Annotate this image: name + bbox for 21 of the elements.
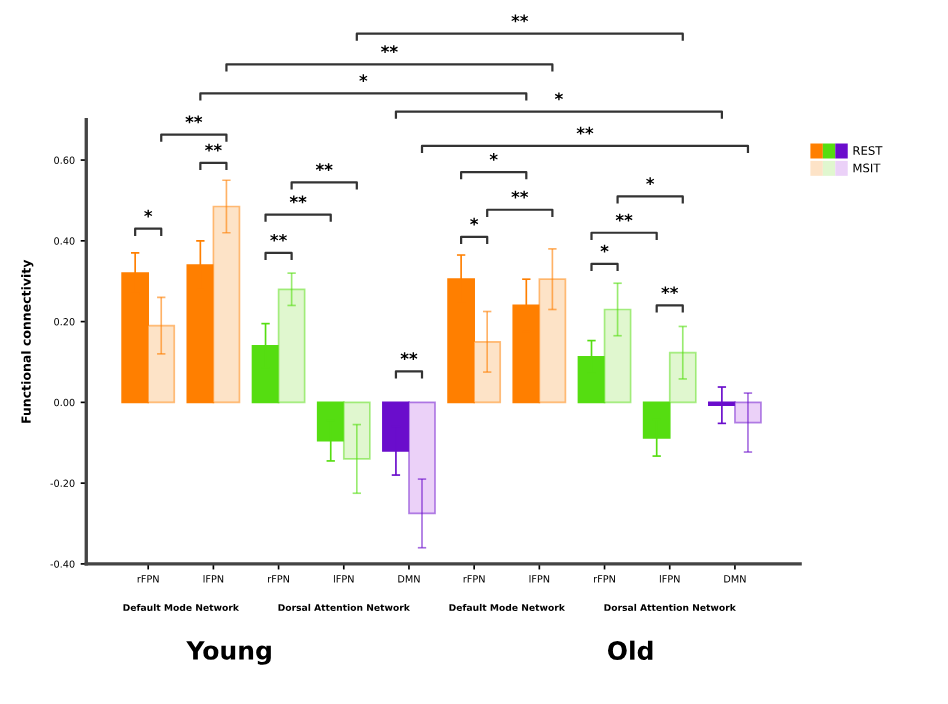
text: ** <box>381 45 398 54</box>
annotation: ** <box>185 115 203 124</box>
annotation: * <box>470 217 479 226</box>
annotation: ** <box>576 126 594 135</box>
annotation: * <box>144 209 153 218</box>
annotation: * <box>600 244 609 253</box>
annotation: * <box>646 177 655 186</box>
text: * <box>359 74 368 83</box>
annotation: ** <box>400 352 418 360</box>
annotation: ** <box>289 195 307 204</box>
annotation: ** <box>511 190 529 199</box>
annotation: ** <box>315 163 333 171</box>
annotation: ** <box>615 213 633 222</box>
text: Young <box>186 641 271 665</box>
annotation: * <box>489 153 498 161</box>
annotation: ** <box>661 286 679 295</box>
annotation: ** <box>270 233 287 242</box>
text: ** <box>511 14 529 23</box>
text: Old <box>608 640 653 660</box>
annotation: ** <box>205 143 222 152</box>
text: * <box>554 92 563 101</box>
